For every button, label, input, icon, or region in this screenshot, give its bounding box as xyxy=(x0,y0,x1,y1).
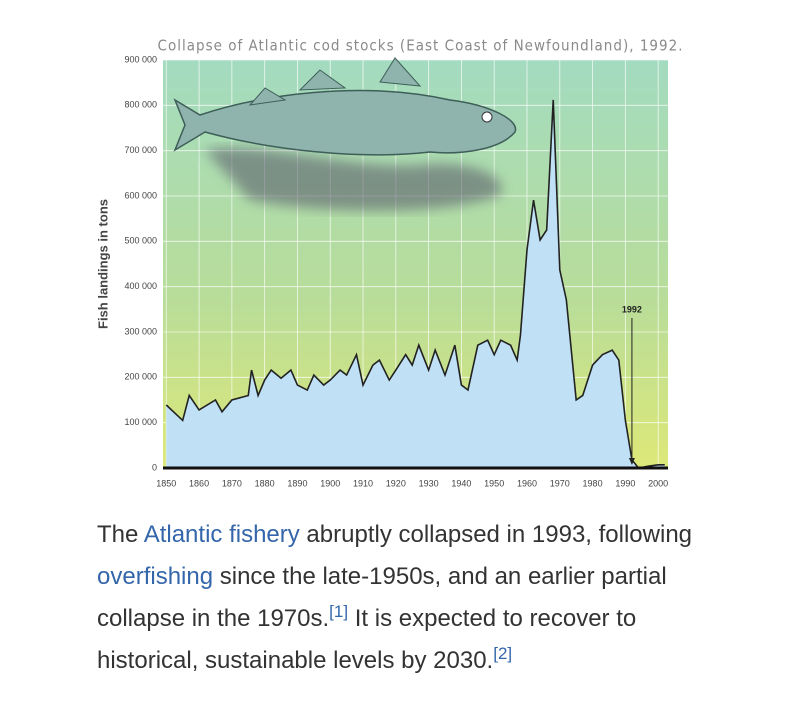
x-tick-label: 2000 xyxy=(648,478,668,488)
y-tick-label: 100 000 xyxy=(124,417,157,427)
area xyxy=(166,99,665,468)
x-tick-label: 1990 xyxy=(615,478,635,488)
source-note: Source: Millennium Ecosystem Assessment xyxy=(676,302,683,437)
line xyxy=(165,99,665,469)
x-tick-label: 1890 xyxy=(287,478,307,488)
y-tick-label: 300 000 xyxy=(124,326,157,336)
y-tick-label: 700 000 xyxy=(124,145,157,155)
caption-link[interactable]: Atlantic fishery xyxy=(143,521,300,548)
x-tick-label: 1860 xyxy=(189,478,209,488)
caption-text: abruptly collapsed in 1993, following xyxy=(299,521,693,548)
caption-text: The xyxy=(97,521,144,548)
caption-link[interactable]: [1] xyxy=(329,602,349,621)
y-tick-label: 600 000 xyxy=(124,190,157,200)
x-tick-label: 1980 xyxy=(583,478,603,488)
y-tick-label: 800 000 xyxy=(124,100,157,110)
x-tick-label: 1900 xyxy=(320,478,340,488)
y-tick-label: 500 000 xyxy=(124,236,157,246)
x-tick-label: 1880 xyxy=(255,478,275,488)
y-tick-label: 900 000 xyxy=(124,54,157,64)
x-tick-label: 1870 xyxy=(222,478,242,488)
y-axis-label: Fish landings in tons xyxy=(95,199,110,329)
x-tick-label: 1960 xyxy=(517,478,537,488)
caption-text: It is expected to recover to historical,… xyxy=(97,605,637,674)
annotation-label: 1992 xyxy=(622,304,642,314)
chart-title: Collapse of Atlantic cod stocks (East Co… xyxy=(158,37,683,55)
y-tick-label: 400 000 xyxy=(124,281,157,291)
caption: The Atlantic fishery abruptly collapsed … xyxy=(97,514,717,682)
x-tick-label: 1950 xyxy=(484,478,504,488)
x-tick-label: 1920 xyxy=(386,478,406,488)
caption-text: since the late-1950s, and an earlier par… xyxy=(97,563,667,632)
x-tick-label: 1850 xyxy=(156,478,176,488)
y-tick-label: 200 000 xyxy=(124,372,157,382)
caption-link[interactable]: overfishing xyxy=(97,563,214,590)
fish-illustration xyxy=(173,57,517,211)
y-tick-label: 0 xyxy=(152,462,157,472)
x-tick-label: 1940 xyxy=(451,478,471,488)
x-tick-label: 1970 xyxy=(550,478,570,488)
caption-link[interactable]: [2] xyxy=(493,644,513,663)
x-tick-label: 1930 xyxy=(419,478,439,488)
chart: Collapse of Atlantic cod stocks (East Co… xyxy=(95,37,683,489)
annotation-arrowhead xyxy=(628,458,635,465)
x-tick-label: 1910 xyxy=(353,478,373,488)
